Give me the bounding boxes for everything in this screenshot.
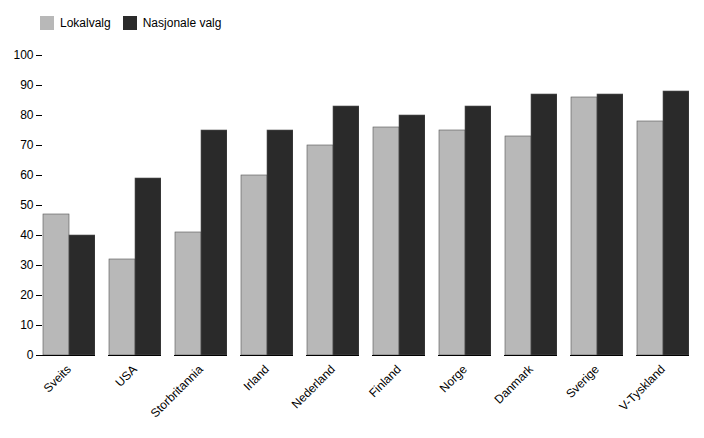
svg-text:Irland: Irland (241, 362, 272, 393)
svg-text:USA: USA (112, 362, 139, 389)
svg-text:50: 50 (20, 198, 34, 212)
svg-text:Sverige: Sverige (563, 362, 602, 401)
svg-text:80: 80 (20, 108, 34, 122)
html-text:Nasjonale valg: Nasjonale valg (142, 15, 222, 30)
svg-text:Storbritannia: Storbritannia (148, 362, 206, 420)
svg-text:100: 100 (13, 48, 33, 62)
svg-text:30: 30 (20, 258, 34, 272)
svg-text:Sveits: Sveits (41, 362, 74, 395)
svg-text:40: 40 (20, 228, 34, 242)
svg-text:V-Tyskland: V-Tyskland (616, 362, 667, 413)
svg-text:10: 10 (20, 318, 34, 332)
svg-text:0: 0 (27, 348, 34, 362)
html-text:Lokalvalg: Lokalvalg (60, 15, 111, 30)
svg-text:20: 20 (20, 288, 34, 302)
svg-text:70: 70 (20, 138, 34, 152)
svg-text:Finland: Finland (366, 362, 404, 400)
svg-text:60: 60 (20, 168, 34, 182)
svg-text:90: 90 (20, 78, 34, 92)
svg-text:Danmark: Danmark (492, 362, 537, 407)
svg-text:Norge: Norge (437, 362, 470, 395)
svg-text:Nederland: Nederland (289, 362, 338, 411)
